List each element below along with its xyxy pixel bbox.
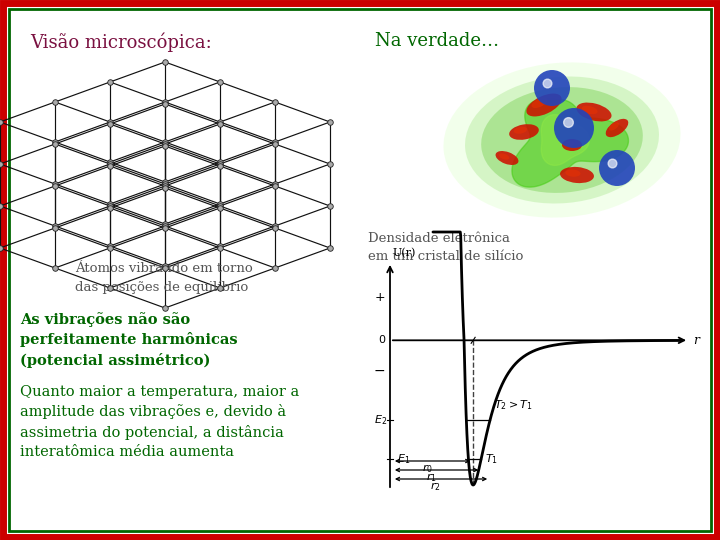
Ellipse shape (609, 123, 619, 131)
Ellipse shape (509, 124, 539, 140)
Text: $E_1$: $E_1$ (397, 452, 410, 466)
Ellipse shape (565, 170, 580, 177)
Text: −: − (374, 364, 385, 378)
Ellipse shape (562, 139, 582, 151)
Ellipse shape (606, 119, 629, 137)
Ellipse shape (560, 167, 594, 183)
Ellipse shape (465, 77, 659, 204)
Ellipse shape (495, 151, 518, 165)
Ellipse shape (582, 106, 598, 114)
Ellipse shape (554, 108, 594, 148)
Text: $r_2$: $r_2$ (430, 480, 441, 493)
Ellipse shape (514, 127, 527, 134)
Text: Na verdade…: Na verdade… (375, 32, 499, 50)
Ellipse shape (599, 150, 635, 186)
Text: $T_2 > T_1$: $T_2 > T_1$ (494, 398, 533, 412)
Text: $r_0$: $r_0$ (422, 462, 433, 475)
Text: Átomos vibrando em torno
das posições de equilíbrio: Átomos vibrando em torno das posições de… (75, 262, 253, 294)
Text: As vibrações não são
perfeitamente harmônicas
(potencial assimétrico): As vibrações não são perfeitamente harmô… (20, 312, 238, 368)
Polygon shape (512, 99, 629, 187)
Text: 0: 0 (378, 335, 385, 345)
Ellipse shape (444, 63, 680, 218)
Text: Quanto maior a temperatura, maior a
amplitude das vibrações e, devido à
assimetr: Quanto maior a temperatura, maior a ampl… (20, 385, 300, 459)
Text: Visão microscópica:: Visão microscópica: (30, 32, 212, 51)
Ellipse shape (577, 103, 611, 122)
Ellipse shape (481, 87, 643, 193)
Ellipse shape (565, 141, 574, 146)
Text: $r_1$: $r_1$ (426, 471, 436, 484)
Ellipse shape (531, 98, 547, 108)
Text: Densidade eletrônica
em um cristal de silício: Densidade eletrônica em um cristal de si… (368, 232, 523, 263)
Ellipse shape (499, 153, 509, 160)
Text: U(r): U(r) (393, 248, 416, 258)
Ellipse shape (534, 70, 570, 106)
Text: +: + (374, 291, 385, 304)
Text: $E_2$: $E_2$ (374, 413, 387, 427)
Text: $T_1$: $T_1$ (485, 452, 498, 466)
Polygon shape (541, 114, 590, 165)
Ellipse shape (526, 93, 562, 117)
Text: r: r (693, 334, 699, 347)
